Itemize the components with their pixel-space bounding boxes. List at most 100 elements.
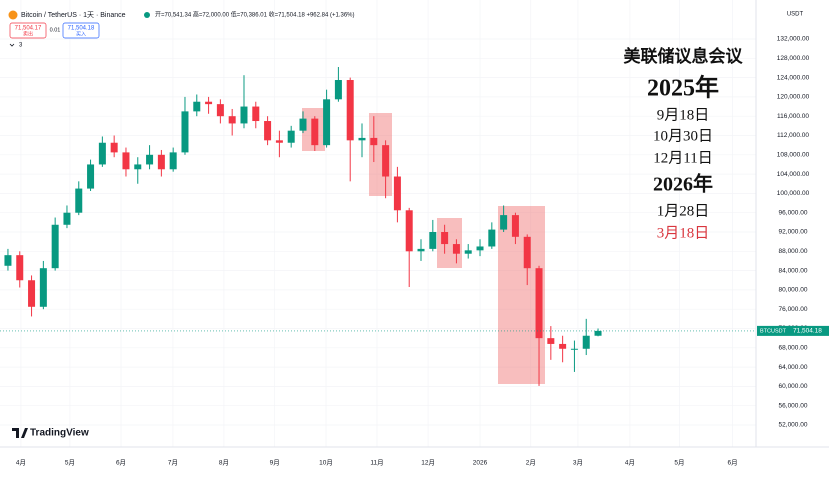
candle-body [547,338,555,344]
x-tick-label: 5月 [674,459,684,467]
candle-body [429,232,437,249]
coin-icon [8,10,18,20]
candle-body [228,116,236,124]
annotation-date: 12月11日 [653,150,712,166]
candle-body [358,137,366,141]
collapse-icon[interactable] [9,43,15,47]
candle-body [39,268,47,307]
y-tick-label: 120,000.00 [777,94,810,101]
candles [4,66,602,386]
candle-body [51,224,59,269]
candle-body [87,164,95,189]
annotation-year: 2025年 [647,74,719,102]
candle-body [570,348,578,350]
candle-body [488,229,496,247]
y-tick-label: 128,000.00 [777,55,810,62]
candle-body [559,343,567,349]
last-price-label: 71,504.18 [793,328,822,335]
candle-body [16,255,24,281]
buy-button[interactable] [62,22,100,39]
candle-body [134,164,142,170]
y-tick-label: 64,000.00 [779,364,808,371]
last-price-tag [757,325,829,336]
y-tick-label: 88,000.00 [779,248,808,255]
candle-body [452,244,460,254]
y-tick-label: 124,000.00 [777,74,810,81]
candle-body [28,280,36,307]
x-tick-label: 10月 [319,459,333,467]
y-tick-label: 104,000.00 [777,171,810,178]
candle-body [157,154,165,170]
spread: 0.01 [50,27,61,33]
x-tick-label: 6月 [116,459,126,467]
sell-label: 卖出 [23,30,33,37]
status-dot [144,12,150,18]
x-tick-label: 9月 [270,459,280,467]
buy-label: 买入 [76,30,86,37]
y-tick-label: 52,000.00 [779,422,808,429]
buy-price: 71,504.18 [68,26,95,32]
candle-body [146,154,154,165]
candle-body [370,137,378,146]
symbol: Bitcoin / TetherUS · 1天 · Binance [21,11,126,19]
y-tick-label: 84,000.00 [779,267,808,274]
candle-body [75,188,83,213]
y-tick-label: 76,000.00 [779,306,808,313]
x-tick-label: 3月 [573,459,583,467]
candle-body [193,101,201,112]
candle-body [464,250,472,254]
y-tick-label: 108,000.00 [777,152,810,159]
candle-body [582,335,590,349]
candle-body [441,232,449,245]
x-tick-label: 8月 [219,459,229,467]
candle-body [405,210,413,252]
x-tick-label: 2026 [473,460,488,467]
y-tick-label: 80,000.00 [779,287,808,294]
currency[interactable]: USDT [787,12,804,18]
sell-button[interactable] [9,22,47,39]
candle-body [417,248,425,252]
y-tick-label: 132,000.00 [777,36,810,43]
candle-body [511,215,519,237]
annotation-year: 2026年 [653,172,713,196]
candle-body [252,106,260,122]
annotation-title: 美联储议息会议 [624,46,744,67]
candle-body [110,142,118,153]
candle-body [311,118,319,146]
x-tick-label: 2月 [526,459,536,467]
candle-body [122,152,130,170]
candle-body [169,152,177,170]
y-tick-label: 96,000.00 [779,209,808,216]
candle-body [346,80,354,141]
candle-body [216,104,224,117]
y-tick-label: 112,000.00 [777,132,809,139]
annotation-date: 1月28日 [657,203,710,219]
highlight-box [437,218,462,268]
y-tick-label: 100,000.00 [777,190,810,197]
candle-body [500,215,508,230]
x-tick-label: 6月 [728,459,738,467]
candle-body [264,121,272,141]
candle-body [382,145,390,177]
candle-body [4,255,12,266]
candle-body [275,140,283,143]
x-tick-label: 11月 [370,459,383,467]
candle-body [98,142,106,165]
ohlc: 开=70,541.34 高=72,000.00 低=70,386.01 收=71… [155,11,355,19]
y-tick-label: 116,000.00 [777,113,809,120]
candle-body [240,106,248,124]
x-tick-label: 4月 [625,459,635,467]
indicator-count[interactable]: 3 [19,43,23,49]
annotation-date: 9月18日 [657,107,710,123]
brand-name: TradingView [30,428,89,439]
y-tick-label: 92,000.00 [779,229,808,236]
y-tick-label: 60,000.00 [779,383,808,390]
candle-body [205,101,213,105]
candle-body [393,176,401,211]
y-tick-label: 56,000.00 [779,402,808,409]
candle-body [334,80,342,100]
y-tick-label: 68,000.00 [779,345,808,352]
sell-price: 71,504.17 [15,26,42,32]
annotation-highlight: 3月18日 [657,225,710,241]
